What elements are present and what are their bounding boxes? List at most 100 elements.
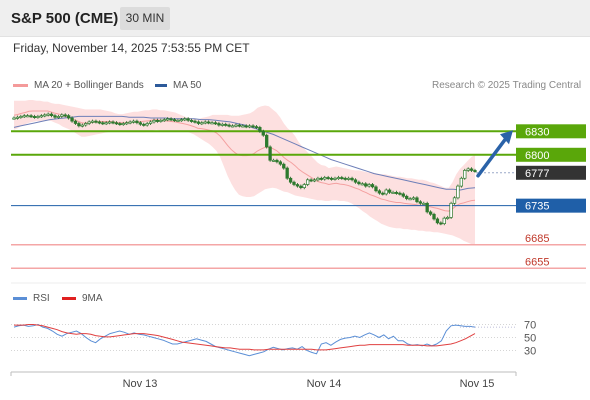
- candle-body: [463, 170, 467, 179]
- candle-body: [135, 120, 139, 124]
- candle-body: [261, 130, 265, 136]
- candle-body: [230, 125, 235, 128]
- last-price-tag: [516, 165, 586, 180]
- candle-body: [285, 167, 289, 179]
- candle-body: [104, 122, 108, 125]
- candle-body: [94, 120, 98, 123]
- ma20-swatch-icon: [13, 84, 28, 87]
- candle-body: [210, 122, 214, 125]
- candle-body: [268, 146, 272, 161]
- candle-body: [111, 121, 115, 124]
- forecast-arrow-shaft: [476, 136, 508, 178]
- candle-body: [63, 114, 67, 117]
- x-tick-label-2: Nov 15: [460, 378, 495, 390]
- candle-body: [206, 121, 211, 124]
- candle-body: [381, 192, 385, 195]
- candle-body: [220, 123, 224, 126]
- candle-body: [43, 114, 47, 117]
- candle-body: [398, 192, 402, 195]
- candle-body: [377, 190, 382, 194]
- candle-body: [152, 119, 156, 123]
- candle-body: [265, 134, 269, 148]
- candle-body: [302, 184, 306, 189]
- timeframe-badge[interactable]: 30 MIN: [120, 7, 170, 30]
- candle-body: [49, 113, 54, 117]
- candle-body: [452, 197, 457, 204]
- candle-body: [295, 184, 300, 187]
- candle-body: [128, 121, 132, 124]
- candle-body: [435, 218, 440, 224]
- candle-body: [449, 202, 453, 218]
- candle-body: [244, 125, 248, 128]
- candle-body: [394, 191, 399, 194]
- timestamp: Friday, November 14, 2025 7:53:55 PM CET: [13, 41, 250, 55]
- candle-body: [148, 121, 153, 124]
- candle-body: [319, 177, 323, 180]
- candle-body: [466, 168, 470, 171]
- candle-body: [271, 159, 276, 162]
- candle-body: [425, 202, 429, 213]
- candle-body: [367, 184, 371, 187]
- candle-body: [227, 124, 231, 127]
- candle-body: [312, 179, 317, 182]
- candle-body: [159, 119, 163, 122]
- level-labels: 6830 6800 6777 6735 6685 6655: [516, 124, 586, 268]
- candle-body: [125, 122, 129, 125]
- candle-body: [357, 181, 361, 185]
- candle-body: [387, 189, 392, 193]
- candle-body: [142, 123, 146, 126]
- legend-rsi-label: RSI: [33, 293, 50, 304]
- candle-body: [333, 177, 337, 180]
- candle-body: [172, 119, 177, 122]
- rsi-level-label-50: 50: [524, 333, 536, 345]
- candle-body: [138, 122, 142, 125]
- candle-body: [26, 115, 30, 118]
- candle-body: [77, 123, 81, 127]
- candle-body: [32, 116, 37, 118]
- candle-body: [193, 120, 197, 123]
- candle-body: [241, 125, 245, 128]
- candlesticks: [12, 112, 477, 226]
- bollinger-band-area: [14, 100, 475, 246]
- candle-body: [224, 123, 228, 126]
- level-tag-6800: [516, 147, 586, 162]
- candle-body: [166, 118, 170, 121]
- candle-body: [275, 159, 279, 163]
- candle-body: [186, 118, 190, 121]
- candle-body: [432, 213, 436, 220]
- level-label-6685: 6685: [525, 233, 549, 245]
- level-label-6830: 6830: [525, 126, 549, 138]
- candle-body: [196, 121, 201, 124]
- candle-body: [353, 179, 358, 183]
- candle-body: [247, 125, 252, 128]
- level-label-6735: 6735: [525, 201, 549, 213]
- legend-rsi: RSI: [13, 293, 50, 304]
- candle-body: [107, 121, 112, 124]
- candle-body: [374, 186, 378, 192]
- ma9-swatch-icon: [62, 297, 76, 300]
- candle-body: [189, 119, 194, 122]
- candle-body: [282, 163, 286, 169]
- candle-body: [213, 122, 218, 125]
- candle-body: [343, 177, 347, 180]
- candle-body: [418, 201, 423, 204]
- candle-body: [364, 183, 368, 187]
- candle-body: [288, 177, 293, 183]
- candle-body: [309, 179, 313, 182]
- candle-body: [439, 222, 443, 225]
- rsi-level-label-30: 30: [524, 346, 536, 358]
- ma50-swatch-icon: [155, 84, 167, 87]
- candle-body: [200, 122, 204, 125]
- candle-body: [176, 119, 180, 122]
- legend-9ma-label: 9MA: [82, 293, 103, 304]
- candle-body: [456, 185, 460, 199]
- candle-body: [234, 124, 238, 127]
- candle-body: [408, 198, 412, 201]
- level-tag-6735: [516, 198, 586, 213]
- bollinger-bands: [13, 100, 476, 246]
- candle-body: [73, 120, 78, 124]
- candle-body: [155, 119, 160, 122]
- candle-body: [442, 217, 446, 225]
- candle-body: [278, 161, 283, 165]
